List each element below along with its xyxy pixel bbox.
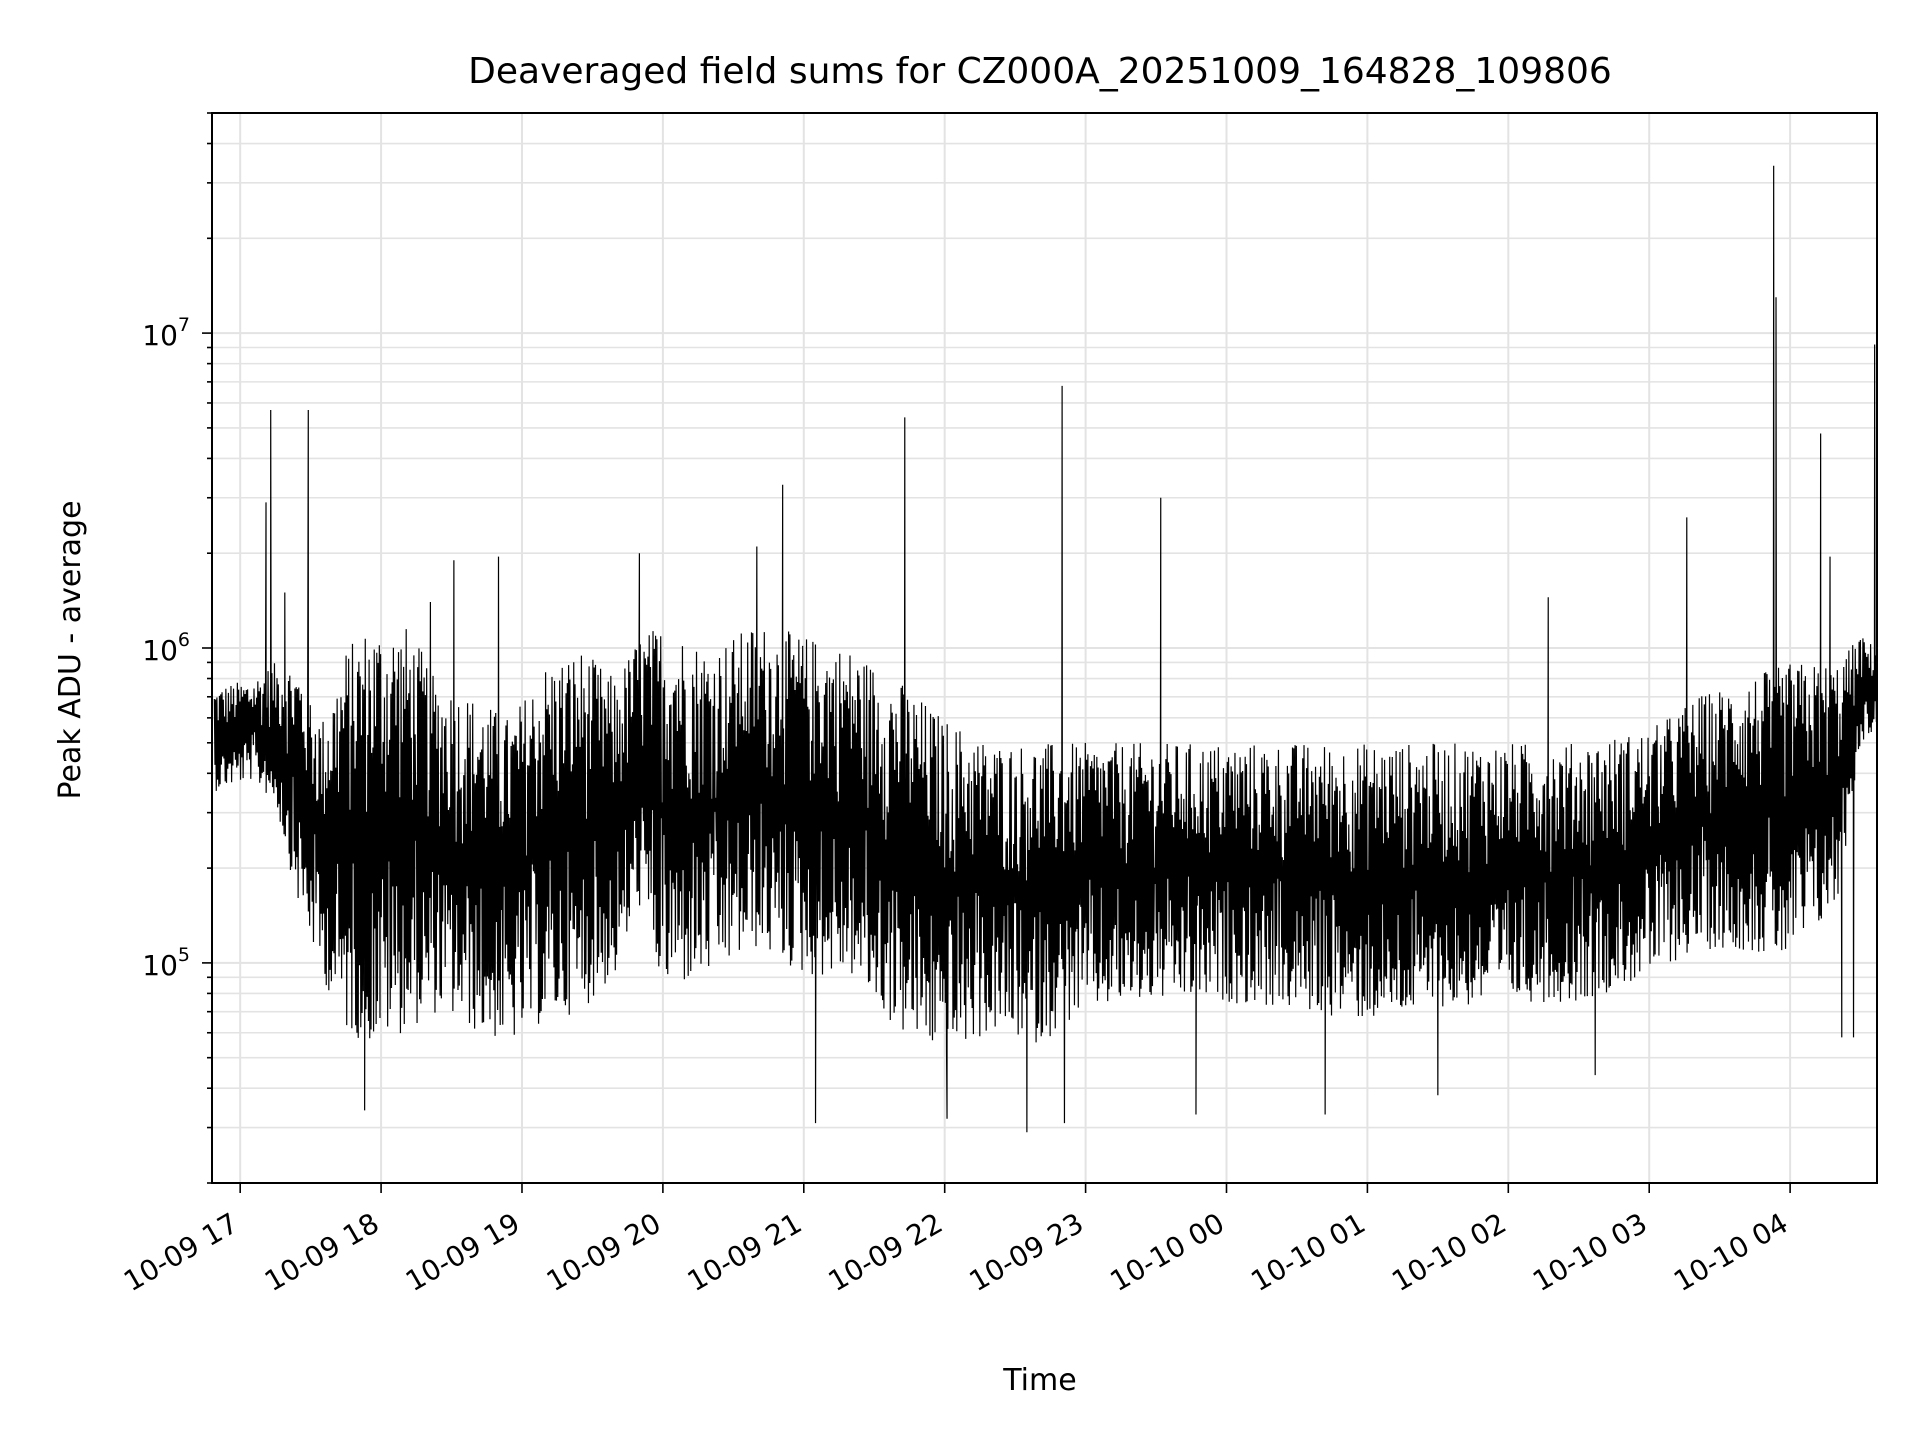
series-line bbox=[213, 165, 1878, 1133]
chart-title: Deaveraged field sums for CZ000A_2025100… bbox=[468, 51, 1612, 92]
y-tick-label: 106 bbox=[142, 629, 190, 667]
data-layer bbox=[213, 165, 1878, 1133]
y-tick-label: 105 bbox=[142, 944, 190, 982]
y-tick-label: 107 bbox=[142, 314, 190, 352]
y-axis-title: Peak ADU - average bbox=[53, 500, 88, 799]
x-axis-title: Time bbox=[1002, 1363, 1076, 1398]
